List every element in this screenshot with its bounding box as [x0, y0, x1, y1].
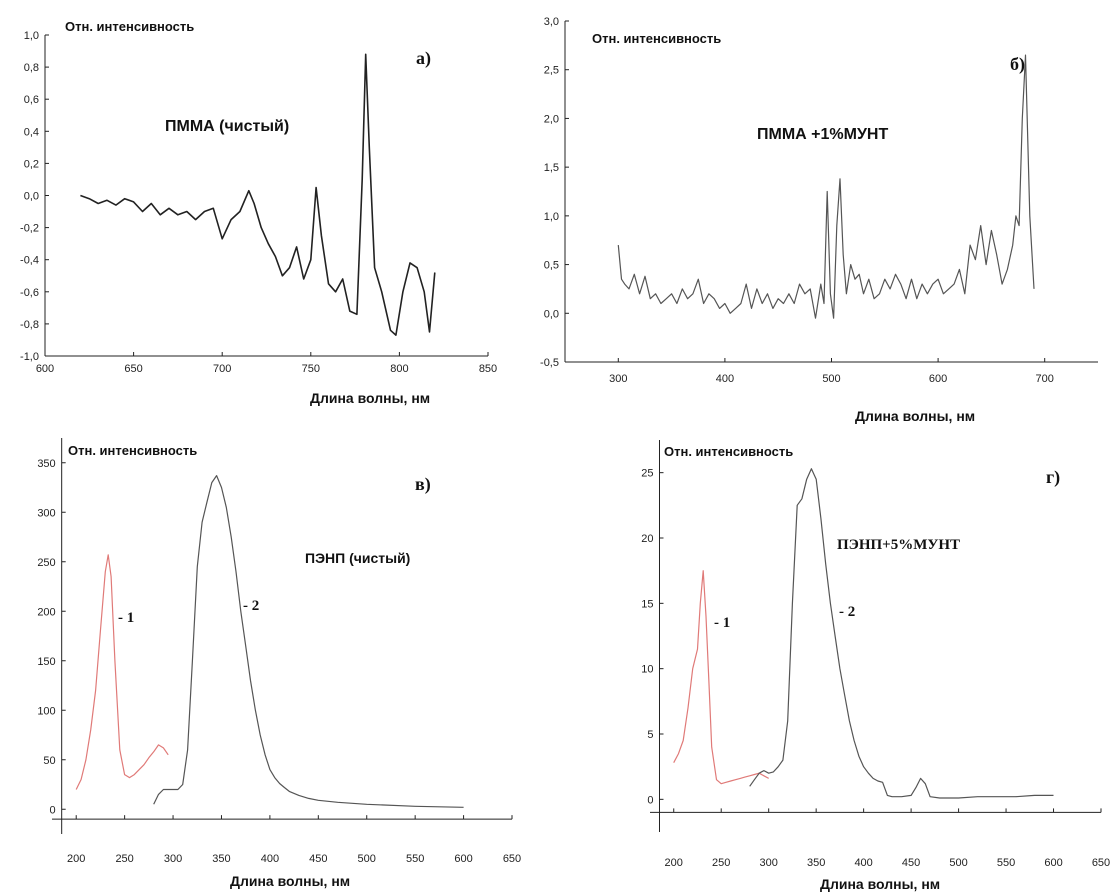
chart-panel-b: Отн. интенсивность б) ПММА +1%МУНТ Длина…: [540, 16, 1098, 424]
x-tick-label: 300: [164, 853, 182, 865]
y-tick-label: 100: [37, 705, 55, 717]
x-tick-label: 250: [712, 857, 730, 869]
y-tick-label: 0: [50, 804, 56, 816]
sample-annotation: ПЭНП+5%МУНТ: [837, 537, 960, 553]
x-tick-label: 600: [36, 363, 54, 375]
x-tick-label: 700: [1036, 373, 1054, 385]
y-tick-label: 50: [43, 755, 55, 767]
y-tick-label: 150: [37, 656, 55, 668]
y-tick-label: 0,4: [24, 126, 39, 138]
x-tick-label: 500: [949, 857, 967, 869]
y-tick-label: 0,0: [24, 191, 39, 203]
x-tick-label: 650: [124, 363, 142, 375]
y-tick-label: -0,4: [20, 255, 39, 267]
y-axis-label: Отн. интенсивность: [664, 444, 793, 459]
x-tick-label: 400: [854, 857, 872, 869]
x-tick-label: 600: [929, 373, 947, 385]
y-tick-label: 2,5: [544, 65, 559, 77]
y-tick-label: -1,0: [20, 351, 39, 363]
y-tick-label: 1,0: [544, 211, 559, 223]
y-tick-label: -0,6: [20, 287, 39, 299]
series-label-2: - 2: [839, 604, 855, 620]
y-tick-label: 10: [641, 664, 653, 676]
series-label-1: - 1: [118, 610, 134, 626]
panel-letter: а): [416, 48, 431, 69]
x-tick-label: 250: [115, 853, 133, 865]
y-tick-label: -0,2: [20, 223, 39, 235]
y-tick-label: 0,0: [544, 308, 559, 320]
series-line-2: [153, 475, 464, 808]
x-tick-label: 400: [716, 373, 734, 385]
y-tick-label: 0,5: [544, 260, 559, 272]
y-tick-label: 0,2: [24, 158, 39, 170]
x-tick-label: 550: [997, 857, 1015, 869]
x-tick-label: 300: [760, 857, 778, 869]
x-tick-label: 800: [390, 363, 408, 375]
chart-panel-a: Отн. интенсивность а) ПММА (чистый) Длин…: [20, 19, 497, 406]
x-axis-label: Длина волны, нм: [310, 390, 430, 406]
y-axis-label: Отн. интенсивность: [65, 19, 194, 34]
series-label-1: - 1: [714, 615, 730, 631]
y-tick-label: 300: [37, 507, 55, 519]
y-tick-label: -0,8: [20, 319, 39, 331]
x-tick-label: 650: [503, 853, 521, 865]
x-tick-label: 600: [1044, 857, 1062, 869]
x-tick-label: 350: [212, 853, 230, 865]
x-tick-label: 850: [479, 363, 497, 375]
x-tick-label: 650: [1092, 857, 1110, 869]
panel-letter: г): [1046, 467, 1060, 488]
sample-annotation: ПММА (чистый): [165, 118, 289, 135]
x-tick-label: 500: [358, 853, 376, 865]
x-axis-label: Длина волны, нм: [820, 876, 940, 892]
y-tick-label: 15: [641, 598, 653, 610]
y-tick-label: 0: [647, 794, 653, 806]
panel-letter: в): [415, 474, 431, 495]
y-axis-label: Отн. интенсивность: [592, 31, 721, 46]
y-tick-label: 2,0: [544, 113, 559, 125]
x-tick-label: 200: [67, 853, 85, 865]
y-tick-label: 25: [641, 468, 653, 480]
y-tick-label: 250: [37, 557, 55, 569]
sample-annotation: ПЭНП (чистый): [305, 550, 410, 566]
x-tick-label: 550: [406, 853, 424, 865]
series-line-1: [80, 53, 436, 336]
sample-annotation: ПММА +1%МУНТ: [757, 126, 888, 143]
y-tick-label: 3,0: [544, 16, 559, 28]
y-tick-label: 0,8: [24, 62, 39, 74]
x-tick-label: 300: [609, 373, 627, 385]
panel-letter: б): [1010, 54, 1025, 75]
y-tick-label: 20: [641, 533, 653, 545]
y-tick-label: 5: [647, 729, 653, 741]
y-tick-label: 200: [37, 606, 55, 618]
chart-panel-v: Отн. интенсивность в) ПЭНП (чистый) - 1 …: [37, 438, 521, 889]
series-line-2: [749, 468, 1054, 799]
y-axis-label: Отн. интенсивность: [68, 443, 197, 458]
x-tick-label: 600: [454, 853, 472, 865]
y-tick-label: -0,5: [540, 357, 559, 369]
x-tick-label: 500: [822, 373, 840, 385]
chart-panel-g: Отн. интенсивность г) ПЭНП+5%МУНТ - 1 - …: [641, 440, 1110, 892]
x-axis-label: Длина волны, нм: [230, 873, 350, 889]
series-label-2: - 2: [243, 598, 259, 614]
x-tick-label: 350: [807, 857, 825, 869]
x-tick-label: 750: [302, 363, 320, 375]
x-tick-label: 700: [213, 363, 231, 375]
x-tick-label: 450: [902, 857, 920, 869]
x-tick-label: 200: [665, 857, 683, 869]
x-axis-label: Длина волны, нм: [855, 408, 975, 424]
series-line-1: [75, 554, 169, 790]
series-line-1: [673, 570, 769, 785]
series-line-1: [617, 54, 1035, 319]
y-tick-label: 350: [37, 458, 55, 470]
y-tick-label: 1,5: [544, 162, 559, 174]
x-tick-label: 400: [261, 853, 279, 865]
x-tick-label: 450: [309, 853, 327, 865]
y-tick-label: 1,0: [24, 30, 39, 42]
y-tick-label: 0,6: [24, 94, 39, 106]
